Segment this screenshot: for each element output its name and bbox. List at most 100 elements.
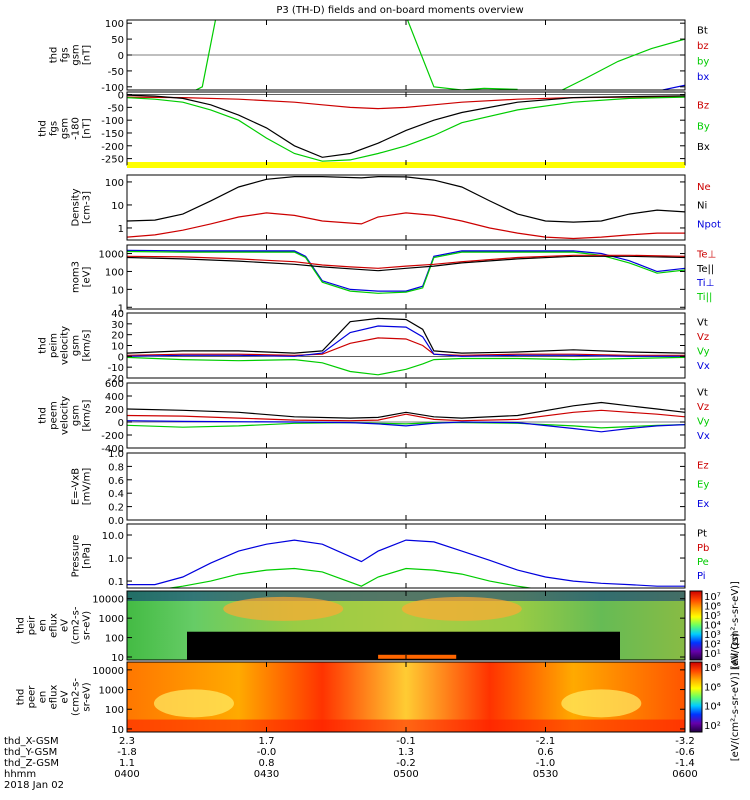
x-row-value: 0.6	[538, 747, 554, 758]
y-axis-label-line: thd	[16, 617, 27, 634]
y-axis-label: mom3[eV]	[71, 261, 93, 293]
y-axis-label-line: -180	[71, 117, 82, 140]
y-tick-label: 0	[118, 352, 124, 363]
y-axis-label-line: fgs	[60, 47, 71, 62]
y-axis-label-line: sr-eV)	[82, 682, 93, 711]
y-axis-label: thdfgsgsm[nT]	[49, 44, 93, 65]
y-axis-label-line: thd	[38, 407, 49, 424]
y-tick-label: 0.4	[108, 489, 124, 500]
y-tick-label: 1.0	[108, 554, 124, 565]
panel-frame	[126, 452, 686, 521]
colorbar-tick-label: 10⁸	[704, 663, 721, 674]
y-tick-label: 10	[111, 725, 124, 736]
y-axis-label-line: peim	[49, 333, 60, 358]
legend-entry-Pe: Pe	[697, 557, 709, 568]
y-tick-label: 400	[105, 392, 124, 403]
y-tick-label: 10.0	[102, 531, 124, 542]
x-row-value: -0.6	[675, 747, 695, 758]
y-axis-label-line: sr-eV)	[82, 611, 93, 640]
y-tick-label: -50	[108, 67, 124, 78]
series-line-by	[194, 20, 518, 90]
series-line-bx	[662, 84, 685, 90]
y-tick-label: 10000	[92, 666, 124, 677]
y-tick-label: 10	[111, 653, 124, 664]
colorbar-tick-label: 10³	[704, 630, 721, 641]
series-line-Te||	[127, 255, 685, 272]
series-line-Vx	[127, 420, 685, 433]
series-line-Vy	[127, 421, 685, 429]
panel-9: 10000 1000 100 10 thdpeirenefluxeV(cm2-s-sr-…	[16, 581, 742, 670]
y-tick-label: 100	[105, 267, 124, 278]
y-axis-label-line: gsm	[71, 335, 82, 356]
y-axis-label-line: thd	[38, 337, 49, 354]
legend-entry-bx: bx	[697, 72, 709, 83]
y-axis-label: thdpeirenefluxeV(cm2-s-sr-eV)	[16, 606, 93, 644]
y-axis-label-line: E=-VxB	[71, 468, 82, 505]
y-axis-label-line: peer	[27, 685, 38, 709]
legend-entry-Ti⊥: Ti⊥	[696, 278, 714, 289]
panel-4: 1000 100 10 1 mom3[eV] Te⊥ Te|| Ti⊥ Ti||	[71, 244, 716, 314]
panel-2: 0-50 -100 -150 -200 -250 thdfgsgsm-180[nT] Bz B…	[38, 91, 710, 166]
series-line-Te⊥	[127, 254, 685, 269]
y-tick-label: 10	[111, 201, 124, 212]
x-row-value: 1.7	[259, 736, 275, 747]
x-row-label: hhmm	[4, 769, 36, 780]
legend-entry-Vx: Vx	[697, 361, 710, 372]
legend-entry-Pi: Pi	[697, 571, 706, 582]
x-row-value: 1.1	[119, 758, 135, 769]
y-axis-label-line: [km/s]	[82, 399, 93, 431]
y-axis-label-line: thd	[49, 47, 60, 64]
series-line-Bz	[127, 96, 685, 110]
series-line-Vz	[127, 409, 685, 422]
y-tick-label: 10	[111, 342, 124, 353]
y-axis-label-line: Pressure	[71, 535, 82, 578]
y-tick-label: 100	[105, 705, 124, 716]
y-tick-label: 20	[111, 331, 124, 342]
x-row-label: thd_Z-GSM	[4, 758, 59, 769]
y-tick-label: 1	[118, 224, 124, 235]
colorbar-tick-label: 10⁴	[704, 702, 721, 713]
legend-entry-Bt: Bt	[697, 25, 708, 36]
y-tick-label: 0.1	[108, 577, 124, 588]
series-line-Ni	[127, 175, 685, 223]
colorbar-tick-label: 10⁵	[704, 611, 721, 622]
date-label: 2018 Jan 02	[4, 780, 64, 791]
y-tick-label: 0.0	[108, 516, 124, 527]
y-tick-label: 1000	[99, 614, 124, 625]
legend-entry-Pt: Pt	[697, 529, 707, 540]
x-row-label: thd_Y-GSM	[4, 747, 57, 758]
y-axis-label-line: en	[38, 619, 49, 632]
legend-entry-Ti||: Ti||	[696, 292, 712, 303]
legend-entry-Ex: Ex	[697, 499, 709, 510]
y-axis-label-line: en	[38, 691, 49, 704]
colorbar-tick-label: 10⁶	[704, 602, 721, 613]
y-tick-label: -10	[108, 363, 124, 374]
x-row-value: -3.2	[675, 736, 695, 747]
y-axis-label-line: peir	[27, 615, 38, 635]
series-line-Vz	[127, 337, 685, 356]
x-row-value: -1.4	[675, 758, 695, 769]
y-axis-label-line: [mV/m]	[82, 468, 93, 506]
series-line-Vy	[127, 356, 685, 376]
x-row-value: 2.3	[119, 736, 135, 747]
legend-entry-Vt: Vt	[697, 388, 708, 399]
legend-entry-Vt: Vt	[697, 318, 708, 329]
legend-entry-Bz: Bz	[697, 101, 709, 112]
y-axis-label-line: gsm	[60, 118, 71, 139]
y-tick-label: 600	[105, 379, 124, 390]
y-tick-label: 200	[105, 405, 124, 416]
y-tick-label: 50	[111, 35, 124, 46]
series-line-By	[127, 96, 685, 162]
heatmap-low-energy-feature	[378, 654, 457, 659]
legend-entry-Bx: Bx	[697, 142, 710, 153]
x-row-value: 0430	[254, 769, 279, 780]
y-tick-label: 1.0	[108, 449, 124, 460]
y-axis-label-line: velocity	[60, 396, 71, 435]
legend-entry-Vz: Vz	[697, 332, 709, 343]
legend-entry-Ez: Ez	[697, 460, 709, 471]
legend-entry-Vy: Vy	[697, 417, 710, 428]
y-axis-label-line: [nT]	[82, 45, 93, 65]
y-tick-label: 30	[111, 320, 124, 331]
y-tick-label: 0.2	[108, 503, 124, 514]
legend-entry-Vx: Vx	[697, 431, 710, 442]
